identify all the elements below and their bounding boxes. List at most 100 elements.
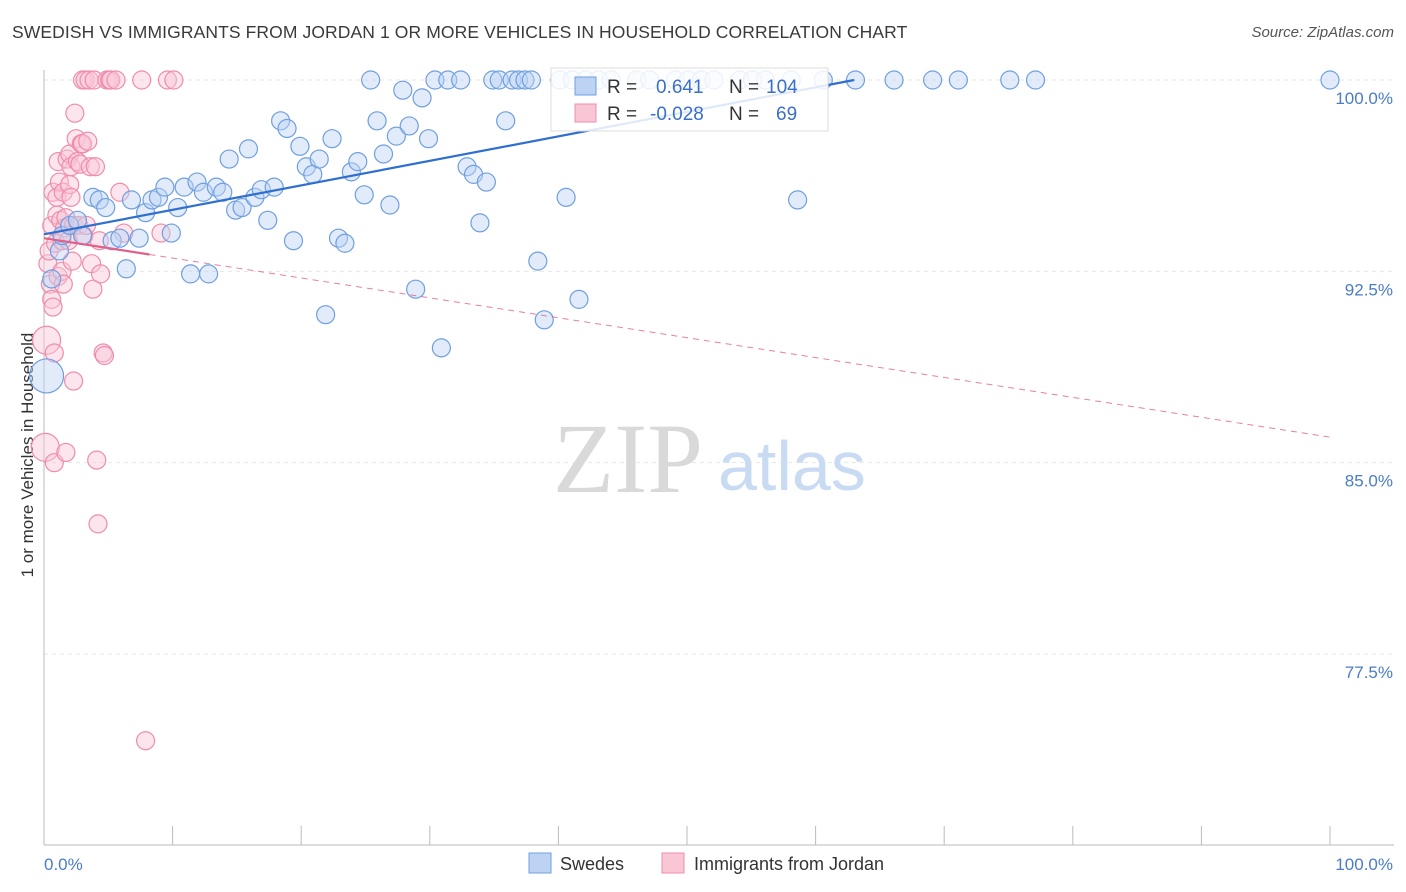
jordan-point	[43, 182, 63, 202]
swedes-point	[884, 70, 904, 90]
source-label: Source: ZipAtlas.com	[1251, 24, 1394, 41]
swedes-point	[49, 241, 70, 261]
swedes-point	[181, 264, 201, 284]
trend-lines	[43, 78, 1331, 438]
jordan-point	[72, 134, 93, 154]
swedes-point	[373, 144, 394, 164]
stats-n-label-jordan: N =	[729, 104, 759, 125]
swedes-point	[386, 126, 406, 146]
swedes-point	[258, 210, 278, 230]
jordan-point	[106, 70, 126, 90]
stats-swatch-swedes	[574, 76, 597, 96]
jordan-point	[88, 514, 108, 534]
jordan-point	[42, 289, 62, 309]
swedes-point	[361, 70, 381, 90]
x-tick-label-1: 100.0%	[1335, 855, 1393, 874]
swedes-point	[521, 70, 541, 90]
swedes-point	[148, 187, 169, 207]
swedes-point	[1320, 70, 1340, 90]
jordan-point	[67, 152, 88, 172]
legend-label-swedes: Swedes	[560, 854, 624, 874]
watermark-atlas: atlas	[718, 427, 866, 505]
swedes-point	[174, 177, 194, 197]
series-jordan-points	[30, 70, 184, 751]
jordan-point	[62, 251, 82, 271]
y-tick-label-3: 77.5%	[1345, 663, 1393, 682]
jordan-point	[101, 70, 121, 90]
jordan-point	[90, 264, 111, 284]
jordan-point	[114, 223, 134, 243]
swedes-point	[534, 310, 554, 330]
jordan-point	[132, 70, 152, 90]
swedes-point	[264, 177, 284, 197]
swedes-point	[232, 197, 252, 218]
swedes-point	[277, 118, 297, 139]
jordan-point	[56, 442, 76, 463]
swedes-point	[219, 149, 239, 169]
stats-r-label-jordan: R =	[607, 104, 637, 125]
watermark-zip: ZIP	[553, 403, 703, 514]
swedes-point	[121, 190, 142, 210]
swedes-point	[470, 213, 490, 233]
x-tick-labels: 0.0% 100.0%	[44, 855, 1393, 874]
swedes-point	[238, 139, 259, 159]
y-tick-label-0: 100.0%	[1335, 89, 1393, 108]
grid-lines	[44, 79, 1394, 655]
swedes-point	[42, 269, 62, 289]
axes	[43, 70, 1394, 846]
swedes-point	[110, 228, 130, 248]
swedes-point	[199, 264, 219, 284]
y-tick-label-1: 92.5%	[1345, 280, 1393, 299]
legend-swatch-jordan	[661, 852, 685, 874]
swedes-point	[1025, 70, 1046, 90]
swedes-point	[72, 226, 93, 246]
jordan-point	[94, 345, 115, 366]
stats-n-swedes: 104	[766, 77, 798, 98]
jordan-point	[53, 274, 73, 294]
watermark: ZIP atlas	[553, 403, 866, 514]
swedes-point	[393, 80, 413, 100]
stats-r-jordan: -0.028	[650, 104, 704, 125]
swedes-point	[845, 70, 866, 90]
jordan-point	[135, 731, 156, 751]
swedes-point	[496, 111, 516, 131]
swedes-point	[528, 251, 548, 271]
swedes-point	[787, 190, 808, 210]
trend-line-jordan-solid	[43, 237, 150, 256]
swedes-point	[431, 338, 451, 358]
y-tick-label-2: 85.0%	[1345, 472, 1393, 491]
swedes-point	[309, 149, 329, 169]
jordan-point	[39, 241, 59, 261]
jordan-point	[151, 223, 171, 243]
stats-n-jordan: 69	[776, 104, 797, 125]
swedes-point	[155, 177, 175, 197]
jordan-point	[87, 450, 107, 470]
swedes-point	[89, 190, 109, 210]
swedes-point	[67, 210, 88, 230]
swedes-point	[271, 111, 291, 131]
swedes-point	[116, 259, 136, 279]
swedes-point	[399, 116, 419, 136]
swedes-point	[569, 289, 589, 309]
swedes-point	[193, 182, 214, 202]
jordan-point	[78, 131, 98, 151]
chart-title: SWEDISH VS IMMIGRANTS FROM JORDAN 1 OR M…	[12, 22, 908, 42]
jordan-point	[65, 103, 85, 123]
swedes-point	[412, 88, 432, 108]
legend-swatch-swedes	[528, 852, 552, 874]
y-tick-labels: 100.0% 92.5% 85.0% 77.5%	[1335, 89, 1393, 682]
swedes-point	[476, 172, 496, 192]
trend-line-jordan-dashed	[149, 253, 1331, 438]
swedes-point	[948, 70, 968, 90]
swedes-point	[322, 129, 342, 149]
jordan-point	[63, 371, 84, 391]
swedes-point	[354, 185, 374, 205]
jordan-point	[80, 157, 100, 177]
swedes-point	[283, 231, 304, 251]
stats-r-label-swedes: R =	[607, 77, 637, 98]
swedes-point	[515, 70, 535, 90]
swedes-point	[483, 70, 503, 90]
swedes-point	[451, 70, 471, 90]
swedes-point	[328, 228, 349, 248]
